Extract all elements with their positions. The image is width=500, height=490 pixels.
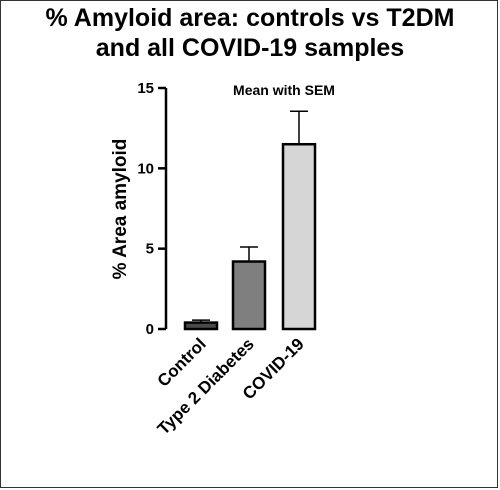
chart-subtitle: Mean with SEM: [233, 82, 335, 98]
y-tick-label-2: 10: [137, 160, 154, 177]
y-axis-label: % Area amyloid: [110, 139, 131, 280]
y-tick-label-0: 0: [146, 321, 154, 338]
y-tick-label-1: 5: [146, 241, 154, 258]
chart-title: % Amyloid area: controls vs T2DM and all…: [1, 3, 499, 63]
axes: 0 5 10 15: [137, 80, 168, 338]
chart-title-line-2: and all COVID-19 samples: [95, 34, 405, 62]
y-tick-label-3: 15: [137, 80, 154, 97]
bar-2: [281, 142, 317, 331]
bars: [183, 110, 317, 331]
bar-1: [231, 260, 267, 331]
chart-title-line-1: % Amyloid area: controls vs T2DM: [45, 4, 455, 32]
bar-0: [183, 321, 219, 331]
